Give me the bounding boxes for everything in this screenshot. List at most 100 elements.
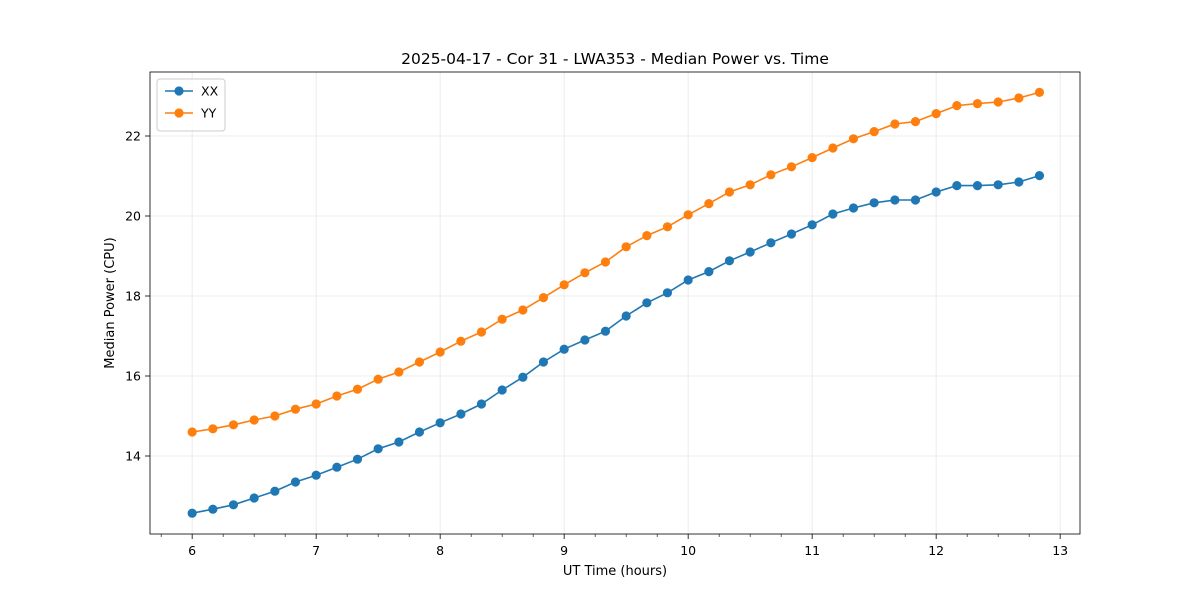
data-point-yy (931, 109, 941, 119)
data-point-yy (828, 143, 838, 153)
data-point-yy (662, 222, 673, 232)
data-point-xx (869, 198, 879, 208)
data-point-yy (580, 268, 590, 278)
data-point-xx (993, 180, 1003, 190)
data-point-yy (352, 384, 363, 394)
data-point-xx (311, 470, 321, 480)
data-point-yy (414, 357, 425, 367)
data-point-yy (704, 199, 714, 209)
chart-title: 2025-04-17 - Cor 31 - LWA353 - Median Po… (401, 50, 829, 68)
x-axis-label: UT Time (hours) (563, 564, 667, 579)
data-point-yy (456, 336, 466, 346)
data-point-xx (766, 238, 776, 248)
data-point-xx (414, 427, 425, 437)
data-point-xx (373, 444, 383, 454)
data-point-yy (600, 257, 611, 267)
data-point-xx (476, 399, 487, 409)
data-point-yy (332, 391, 342, 401)
data-point-xx (559, 344, 569, 354)
series-xx (187, 171, 1045, 518)
data-point-yy (518, 305, 528, 315)
data-point-yy (311, 399, 321, 409)
data-point-xx (931, 187, 941, 197)
data-point-xx (1034, 171, 1045, 181)
x-tick-label: 11 (804, 543, 820, 558)
data-point-xx (683, 275, 693, 285)
data-point-yy (249, 415, 259, 425)
grid-lines (150, 72, 1080, 534)
x-tick-label: 9 (560, 543, 568, 558)
data-point-yy (270, 411, 280, 421)
data-point-yy (972, 99, 983, 109)
y-tick-label: 18 (125, 289, 141, 304)
data-point-xx (518, 372, 528, 382)
data-point-yy (952, 101, 962, 111)
legend-box (156, 78, 226, 132)
data-point-yy (786, 162, 797, 172)
data-point-xx (786, 229, 797, 239)
data-point-xx (228, 500, 239, 510)
data-point-xx (332, 462, 342, 472)
data-point-yy (890, 119, 900, 129)
data-point-xx (910, 195, 921, 205)
y-tick-label: 22 (125, 129, 141, 144)
x-tick-label: 7 (312, 543, 320, 558)
data-point-xx (621, 311, 631, 321)
x-tick-label: 12 (928, 543, 944, 558)
data-point-xx (1014, 177, 1024, 187)
x-tick-label: 13 (1052, 543, 1068, 558)
data-point-yy (538, 293, 549, 303)
data-point-yy (642, 231, 652, 241)
data-point-xx (890, 195, 900, 205)
data-point-yy (993, 97, 1003, 107)
data-point-xx (704, 267, 714, 277)
data-point-xx (208, 504, 218, 514)
data-point-yy (435, 347, 445, 357)
data-point-xx (270, 486, 280, 496)
data-point-xx (580, 335, 590, 345)
series-group (187, 87, 1045, 518)
data-point-yy (724, 187, 735, 197)
data-point-xx (662, 288, 673, 298)
data-point-xx (497, 385, 507, 395)
data-point-yy (848, 134, 859, 144)
data-point-xx (972, 181, 983, 191)
data-point-yy (766, 170, 776, 180)
data-point-yy (290, 404, 301, 414)
data-point-yy (683, 210, 693, 220)
data-point-xx (538, 357, 549, 367)
data-point-xx (828, 209, 838, 219)
data-point-xx (249, 493, 259, 503)
data-point-yy (869, 127, 879, 137)
legend: XX YY (156, 78, 226, 132)
x-tick-label: 6 (188, 543, 196, 558)
axis-ticks: 6 7 8 9 10 11 12 13 14 16 18 20 22 (125, 129, 1068, 559)
data-point-xx (745, 247, 755, 257)
legend-label-xx: XX (201, 84, 219, 99)
y-tick-label: 14 (125, 449, 141, 464)
data-point-xx (600, 326, 611, 336)
y-tick-label: 20 (125, 209, 141, 224)
data-point-yy (497, 314, 507, 324)
x-tick-label: 10 (680, 543, 696, 558)
data-point-yy (394, 367, 404, 377)
data-point-xx (952, 181, 962, 191)
data-point-yy (1034, 87, 1045, 97)
data-point-xx (352, 454, 363, 464)
data-point-xx (807, 220, 817, 230)
y-tick-label: 16 (125, 369, 141, 384)
data-point-yy (208, 424, 218, 434)
x-tick-label: 8 (436, 543, 444, 558)
data-point-xx (394, 437, 404, 447)
data-point-yy (559, 280, 569, 290)
data-point-xx (435, 418, 445, 428)
data-point-xx (642, 298, 652, 308)
data-point-xx (290, 477, 301, 487)
data-point-yy (228, 420, 239, 430)
legend-marker-xx (174, 86, 184, 96)
data-point-xx (724, 256, 735, 266)
data-point-yy (476, 327, 487, 337)
data-point-yy (1014, 93, 1024, 103)
y-axis-label: Median Power (CPU) (103, 237, 118, 368)
